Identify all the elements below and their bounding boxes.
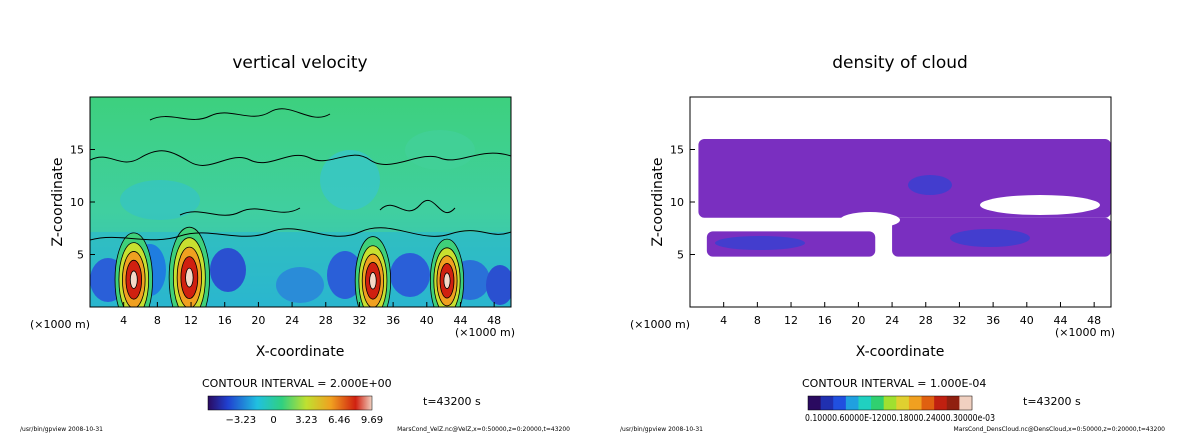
x-tick-label: 12 bbox=[184, 314, 198, 327]
x-tick-label: 8 bbox=[754, 314, 761, 327]
y-tick-label: 10 bbox=[70, 196, 84, 209]
colorbar bbox=[207, 395, 373, 411]
footer-left: /usr/bin/gpview 2008-10-31 bbox=[20, 426, 103, 433]
updraft-cores bbox=[114, 226, 465, 307]
x-tick-label: 4 bbox=[120, 314, 127, 327]
x-axis-ticks: 4 8 12 16 20 24 28 32 36 40 44 48 bbox=[120, 302, 501, 327]
x-tick-label: 44 bbox=[1053, 314, 1067, 327]
x-tick-label: 8 bbox=[154, 314, 161, 327]
colorbar-segment bbox=[908, 396, 923, 410]
cloud-gap bbox=[840, 212, 900, 228]
colorbar-segment bbox=[896, 396, 910, 410]
x-tick-label: 16 bbox=[818, 314, 832, 327]
footer-right: MarsCond_DensCloud.nc@DensCloud,x=0:5000… bbox=[954, 426, 1166, 433]
downdraft bbox=[486, 265, 511, 305]
colorbar-frame bbox=[807, 395, 973, 411]
dense-patch bbox=[715, 236, 805, 250]
x-tick-label: 48 bbox=[487, 314, 501, 327]
colorbar bbox=[807, 395, 973, 411]
colorbar-labels: 0.10000.60000E-12000.18000.24000.30000e-… bbox=[805, 413, 995, 424]
chart-title: density of cloud bbox=[832, 53, 968, 73]
x-tick-label: 40 bbox=[1020, 314, 1034, 327]
dense-patch bbox=[950, 229, 1030, 247]
x-unit-label: (×1000 m) bbox=[1055, 326, 1115, 339]
x-tick-label: 24 bbox=[285, 314, 299, 327]
velocity-chart: vertical velocity bbox=[20, 53, 570, 433]
colorbar-segment bbox=[871, 396, 885, 410]
colorbar-segment bbox=[934, 396, 948, 410]
x-axis-label: X-coordinate bbox=[856, 344, 945, 360]
colorbar-label: 3.23 bbox=[295, 415, 317, 426]
colorbar-segment bbox=[883, 396, 897, 410]
x-tick-label: 32 bbox=[952, 314, 966, 327]
chart-title: vertical velocity bbox=[232, 53, 367, 73]
colorbar-segment bbox=[833, 396, 847, 410]
y-tick-label: 5 bbox=[77, 249, 84, 262]
colorbar-labels: −3.23 0 3.23 6.46 9.69 bbox=[225, 415, 383, 426]
cloud-density-chart: density of cloud 4 8 12 16 20 24 28 32 36 40 44 48 … bbox=[620, 53, 1165, 433]
colorbar-label: 0 bbox=[270, 415, 276, 426]
x-tick-label: 28 bbox=[919, 314, 933, 327]
updraft-core bbox=[129, 270, 138, 289]
field-patch bbox=[405, 130, 475, 170]
x-tick-label: 40 bbox=[420, 314, 434, 327]
cloud-gap bbox=[980, 195, 1100, 215]
contour-interval-text: CONTOUR INTERVAL = 1.000E-04 bbox=[802, 377, 986, 390]
x-tick-label: 20 bbox=[851, 314, 865, 327]
y-tick-label: 15 bbox=[670, 144, 684, 157]
downdraft bbox=[210, 248, 246, 292]
colorbar-segment bbox=[808, 396, 822, 410]
x-unit-label: (×1000 m) bbox=[455, 326, 515, 339]
y-axis-ticks: 5 10 15 bbox=[670, 144, 695, 262]
y-axis-label: Z-coordinate bbox=[50, 157, 66, 246]
x-tick-label: 24 bbox=[885, 314, 899, 327]
plot-area bbox=[690, 97, 1111, 307]
time-label: t=43200 s bbox=[1023, 395, 1081, 408]
dense-patch bbox=[908, 175, 952, 195]
x-tick-label: 28 bbox=[319, 314, 333, 327]
time-label: t=43200 s bbox=[423, 395, 481, 408]
x-tick-label: 16 bbox=[218, 314, 232, 327]
colorbar-segment bbox=[946, 396, 960, 410]
colorbar-segment bbox=[959, 396, 973, 410]
x-tick-label: 36 bbox=[386, 314, 400, 327]
footer-left: /usr/bin/gpview 2008-10-31 bbox=[620, 426, 703, 433]
y-tick-label: 5 bbox=[677, 249, 684, 262]
x-unit-label: (×1000 m) bbox=[630, 318, 690, 331]
field-patch bbox=[320, 150, 380, 210]
contour-interval-text: CONTOUR INTERVAL = 2.000E+00 bbox=[202, 377, 392, 390]
y-axis-ticks: 5 10 15 bbox=[70, 144, 95, 262]
colorbar-segment bbox=[921, 396, 935, 410]
updraft-core bbox=[185, 267, 194, 288]
y-tick-label: 10 bbox=[670, 196, 684, 209]
x-tick-label: 32 bbox=[352, 314, 366, 327]
colorbar-label: 6.46 bbox=[328, 415, 350, 426]
field-patch bbox=[120, 180, 200, 220]
x-tick-label: 48 bbox=[1087, 314, 1101, 327]
colorbar-label: −3.23 bbox=[225, 415, 256, 426]
x-tick-label: 4 bbox=[720, 314, 727, 327]
footer-right: MarsCond_VelZ.nc@VelZ,x=0:50000,z=0:2000… bbox=[397, 426, 570, 433]
downdraft bbox=[390, 253, 430, 297]
updraft-core bbox=[369, 272, 377, 290]
colorbar-segment bbox=[845, 396, 859, 410]
x-tick-label: 44 bbox=[453, 314, 467, 327]
colorbar-label: 9.69 bbox=[361, 415, 383, 426]
y-axis-label: Z-coordinate bbox=[650, 157, 666, 246]
plot-area bbox=[90, 97, 511, 307]
downdraft bbox=[327, 251, 363, 299]
colorbar-segment bbox=[858, 396, 872, 410]
contour-lines bbox=[90, 108, 511, 241]
colorbar-segment bbox=[820, 396, 834, 410]
updraft-core bbox=[443, 272, 451, 289]
downdraft bbox=[276, 267, 324, 303]
y-tick-label: 15 bbox=[70, 144, 84, 157]
x-tick-label: 36 bbox=[986, 314, 1000, 327]
x-axis-label: X-coordinate bbox=[256, 344, 345, 360]
x-axis-ticks: 4 8 12 16 20 24 28 32 36 40 44 48 bbox=[720, 302, 1101, 327]
x-unit-label: (×1000 m) bbox=[30, 318, 90, 331]
x-tick-label: 12 bbox=[784, 314, 798, 327]
x-tick-label: 20 bbox=[251, 314, 265, 327]
